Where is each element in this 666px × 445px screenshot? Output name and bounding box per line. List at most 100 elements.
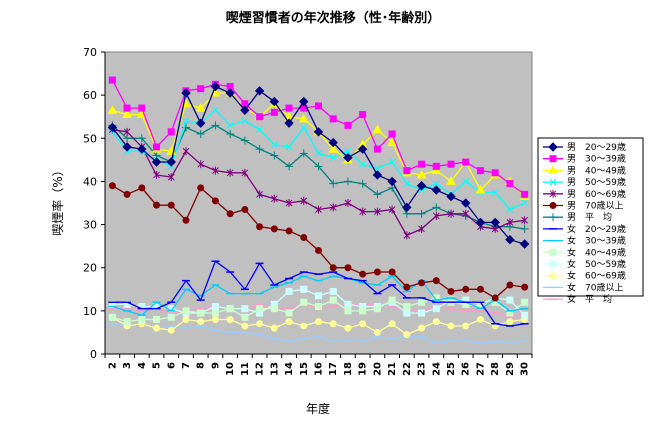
- data-point: [446, 176, 456, 185]
- data-point: [195, 118, 206, 128]
- x-tick-label: 30: [520, 362, 531, 376]
- data-point: [359, 320, 367, 328]
- data-point: [447, 160, 455, 168]
- legend-label: 女 20～29歳: [567, 223, 626, 235]
- data-point: [344, 199, 352, 207]
- y-tick-label: 60: [83, 89, 97, 102]
- data-point: [167, 201, 175, 209]
- data-point: [476, 167, 484, 175]
- data-point: [241, 168, 249, 177]
- data-point: [462, 158, 470, 166]
- data-point: [506, 296, 514, 304]
- data-point: [195, 103, 206, 112]
- data-point: [138, 184, 146, 192]
- data-point: [107, 122, 118, 133]
- data-point: [315, 318, 322, 326]
- data-point: [344, 300, 352, 308]
- data-point: [226, 315, 234, 323]
- data-point: [270, 225, 278, 233]
- y-tick-label: 30: [83, 219, 97, 232]
- data-point: [315, 150, 322, 157]
- chart-title: 喫煙習慣者の年次推移（性･年齢別）: [226, 10, 441, 26]
- data-point: [241, 205, 249, 213]
- data-point: [373, 328, 381, 336]
- data-point: [519, 239, 530, 249]
- data-point: [373, 268, 381, 276]
- x-tick-label: 7: [181, 362, 192, 369]
- x-tick-label: 9: [210, 362, 221, 369]
- legend-marker: [549, 202, 557, 209]
- data-point: [328, 144, 339, 153]
- data-point: [285, 287, 293, 295]
- data-point: [432, 318, 440, 326]
- data-point: [153, 303, 161, 311]
- data-point: [285, 318, 293, 326]
- data-point: [521, 298, 529, 306]
- data-point: [225, 88, 235, 98]
- data-point: [255, 145, 264, 154]
- legend-label: 男 20～29歳: [567, 141, 626, 153]
- data-point: [153, 324, 161, 332]
- data-point: [520, 224, 529, 233]
- data-point: [418, 324, 426, 332]
- data-point: [359, 270, 367, 278]
- data-point: [167, 173, 175, 182]
- x-tick-label: 12: [255, 362, 266, 376]
- data-point: [151, 157, 162, 167]
- data-point: [167, 313, 175, 321]
- legend-item: 女 30～39歳: [543, 235, 626, 247]
- y-axis: 0 10 20 30 40 50 60 70: [83, 46, 106, 361]
- data-point: [491, 169, 499, 177]
- legend-label: 男 70歳以上: [567, 200, 623, 212]
- data-point: [240, 105, 250, 115]
- x-axis: 2 3 4 5 6 7 8 9 10 11 12 13 14 15 16 17 18 19 20 21 22 23 24 25…: [104, 353, 533, 376]
- series-1: [107, 81, 530, 249]
- data-point: [285, 227, 293, 235]
- legend-item: 男 40～49歳: [543, 164, 626, 176]
- data-point: [300, 285, 308, 293]
- data-point: [462, 285, 470, 293]
- data-point: [211, 303, 219, 311]
- data-point: [388, 268, 396, 276]
- legend-label: 男 30～39歳: [567, 153, 626, 165]
- x-tick-label: 27: [475, 362, 486, 376]
- data-point: [505, 234, 515, 245]
- x-tick-label: 28: [490, 362, 501, 376]
- data-point: [108, 182, 116, 190]
- data-point: [447, 322, 455, 330]
- data-point: [197, 309, 205, 317]
- legend-item: 男 50～59歳: [543, 176, 626, 188]
- data-point: [153, 201, 161, 209]
- data-point: [270, 151, 279, 160]
- data-point: [373, 145, 381, 153]
- data-point: [416, 181, 427, 191]
- data-point: [285, 309, 293, 317]
- data-point: [506, 318, 514, 326]
- legend-marker: [548, 165, 558, 174]
- data-point: [182, 117, 190, 125]
- data-point: [256, 113, 264, 121]
- legend-label: 男 平 均: [567, 211, 612, 223]
- legend-marker: [549, 272, 557, 280]
- data-point: [402, 202, 412, 213]
- data-point: [476, 315, 484, 323]
- data-point: [359, 160, 367, 168]
- data-point: [403, 231, 411, 240]
- series-2: [108, 76, 529, 198]
- legend-item: 男 30～39歳: [543, 153, 626, 165]
- data-point: [432, 277, 440, 285]
- data-point: [123, 318, 131, 326]
- x-tick-label: 29: [505, 362, 516, 376]
- data-point: [418, 279, 426, 287]
- data-point: [123, 190, 131, 198]
- series-8: [108, 260, 529, 327]
- x-tick-label: 13: [269, 362, 280, 376]
- x-tick-label: 24: [431, 362, 442, 376]
- x-tick-label: 14: [284, 362, 295, 376]
- data-point: [197, 184, 205, 192]
- data-point: [373, 190, 382, 199]
- data-point: [418, 298, 426, 306]
- series-layer: [107, 76, 530, 344]
- legend-label: 女 40～49歳: [567, 246, 626, 258]
